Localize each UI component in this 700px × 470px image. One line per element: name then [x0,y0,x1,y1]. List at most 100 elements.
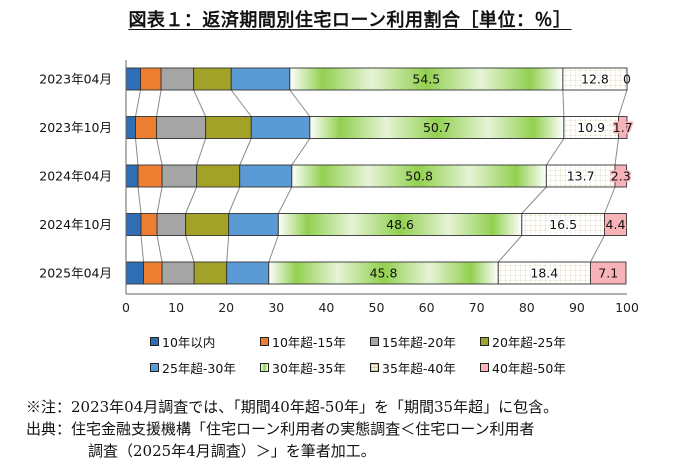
series-line [156,89,162,117]
x-tick-label: 100 [615,300,639,315]
bar-3-2024-10 [156,213,187,236]
source-line-1: 出典：住宅金融支援機構「住宅ローン利用者の実態調査＜住宅ローン利用者 [26,420,535,438]
series-line [185,186,198,214]
x-tick-label: 80 [519,300,535,315]
data-label-8-2024-04: 2.3 [611,169,631,184]
bar-7-2023-04 [562,67,628,91]
series-lines [135,89,628,263]
bar-3-2024-04 [161,164,198,188]
bar-2-2023-10 [135,116,158,139]
series-line [289,89,311,117]
bar-1-2023-10 [125,116,136,139]
legend-swatch [370,337,379,346]
series-line [135,89,142,117]
series-line [156,186,163,214]
legend-label: 25年超-30年 [162,361,236,376]
bar-1-2024-04 [125,164,139,188]
legend-item-2: 10年超-15年 [260,332,346,351]
bar-2-2023-04 [140,67,162,91]
x-tick-label: 10 [168,300,184,315]
category-label: 2025年04月 [39,266,112,281]
bar-8-2025-04 [589,261,627,285]
series-line [156,138,163,166]
bar-4-2025-04 [193,261,228,285]
bar-8-2024-10 [604,213,627,236]
bar-3-2023-04 [160,67,195,91]
series-line [589,235,605,263]
bar-5-2025-04 [226,261,270,285]
bar-3-2025-04 [161,261,195,285]
series-line [228,186,241,214]
bar-4-2023-04 [193,67,232,91]
x-tick-label: 60 [419,300,435,315]
series-line [545,138,565,166]
data-label-6-2023-04: 54.5 [412,72,440,87]
data-label-8-2025-04: 7.1 [598,266,618,281]
data-label-8-2023-04: 0 [623,72,631,87]
x-tick-label: 0 [122,300,130,315]
data-labels: 54.5 12.8 0 50.7 10.9 1.7 50.8 13.7 2.3 48.6 16.5 4… [370,70,635,282]
bar-8-2023-10 [618,116,628,139]
legend-label: 10年以内 [162,335,216,350]
data-label-7-2023-10: 10.9 [577,120,605,135]
bar-4-2023-10 [205,116,252,139]
data-label-6-2024-10: 48.6 [386,217,414,232]
data-label-6-2024-04: 50.8 [405,169,433,184]
category-axis: 2023年04月 2023年10月 2024年04月 2024年10月 2025年04月 [39,72,112,281]
x-tick-label: 90 [569,300,585,315]
x-tick-label: 20 [218,300,234,315]
bars [125,67,628,285]
legend-swatch [260,337,269,346]
legend-item-4: 20年超-25年 [480,332,566,351]
series-line [521,186,547,214]
notes: ※注：2023年04月調査では、「期間40年超-50年」を「期間35年超」に包含… [26,396,691,462]
legend-swatch [150,337,159,346]
category-label: 2024年10月 [39,217,112,232]
bar-5-2024-10 [228,213,279,236]
series-line [614,138,619,166]
series-line [196,138,207,166]
bar-8-2024-04 [614,164,627,188]
data-label-7-2024-10: 16.5 [549,217,577,232]
legend-label: 15年超-20年 [382,335,456,350]
chart-title: 図表１：返済期間別住宅ローン利用割合［単位：％］ [128,10,572,31]
legend-swatch [260,363,269,372]
data-label-7-2024-04: 13.7 [567,169,595,184]
bar-1-2023-04 [125,67,141,91]
bar-2-2025-04 [143,261,163,285]
legend-item-1: 10年以内 [150,332,215,351]
x-axis: 0 10 20 30 40 50 60 70 80 90 100 [122,60,639,315]
data-label-6-2023-10: 50.7 [423,120,451,135]
bar-5-2023-04 [230,67,291,91]
data-label-8-2023-10: 1.7 [613,120,633,135]
legend-item-3: 15年超-20年 [370,332,456,351]
legend-label: 30年超-35年 [272,361,346,376]
data-label-6-2025-04: 45.8 [370,266,398,281]
series-line [291,138,311,166]
legend-label: 20年超-25年 [492,335,566,350]
bar-2-2024-10 [140,213,158,236]
data-label-7-2025-04: 18.4 [530,266,558,281]
series-line [193,89,207,117]
series-line [618,89,628,117]
series-line [135,138,139,166]
legend-swatch [480,363,489,372]
series-line [230,89,252,117]
legend-item-8: 40年超-50年 [480,358,566,377]
series-line [562,89,565,117]
legend-swatch [480,337,489,346]
category-label: 2024年04月 [39,169,112,184]
data-label-8-2024-10: 4.4 [606,217,626,232]
series-line [239,138,252,166]
series-line [156,235,163,263]
bar-4-2024-04 [196,164,241,188]
series-line [226,235,230,263]
series-line [140,235,145,263]
x-tick-label: 50 [369,300,385,315]
legend-label: 10年超-15年 [272,335,346,350]
bar-5-2024-04 [239,164,293,188]
x-tick-label: 30 [268,300,284,315]
category-label: 2023年10月 [39,120,112,135]
data-label-7-2023-04: 12.8 [581,72,609,87]
